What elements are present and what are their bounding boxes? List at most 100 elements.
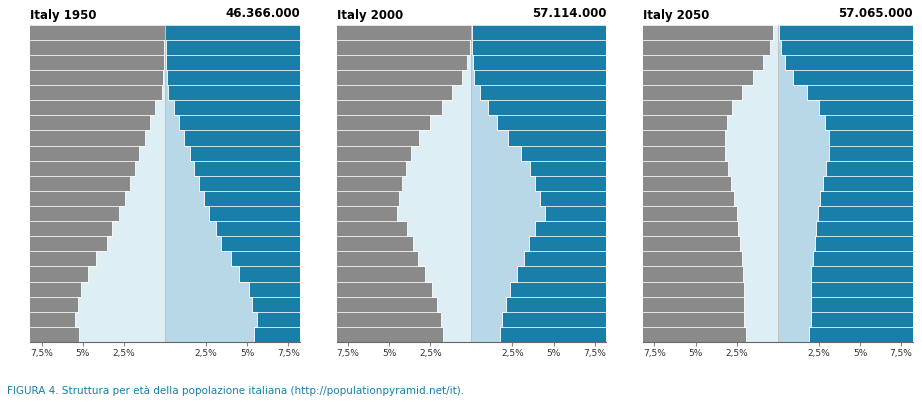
- Bar: [30, 251, 165, 266]
- Bar: [30, 146, 165, 161]
- Bar: [471, 146, 606, 161]
- Bar: [778, 40, 913, 55]
- Text: Italy 1950: Italy 1950: [30, 9, 97, 22]
- Bar: [30, 70, 165, 85]
- Bar: [337, 327, 471, 342]
- Bar: [643, 297, 778, 312]
- Bar: [337, 312, 471, 327]
- Bar: [30, 161, 165, 176]
- Bar: [643, 282, 778, 297]
- Bar: [165, 161, 300, 176]
- Bar: [30, 115, 165, 130]
- Bar: [337, 297, 471, 312]
- Bar: [778, 251, 913, 266]
- Bar: [165, 55, 300, 70]
- Bar: [778, 24, 913, 40]
- Bar: [30, 191, 165, 206]
- Bar: [471, 70, 606, 85]
- Bar: [337, 206, 471, 221]
- Bar: [778, 327, 913, 342]
- Bar: [643, 146, 778, 161]
- Bar: [778, 176, 913, 191]
- Bar: [337, 282, 471, 297]
- Bar: [165, 146, 300, 161]
- Bar: [471, 327, 606, 342]
- Bar: [471, 236, 606, 251]
- Bar: [30, 282, 165, 297]
- Text: Italy 2050: Italy 2050: [643, 9, 709, 22]
- Bar: [643, 191, 778, 206]
- Bar: [165, 221, 300, 236]
- Bar: [165, 266, 300, 282]
- Bar: [165, 24, 300, 40]
- Bar: [30, 266, 165, 282]
- Bar: [165, 70, 300, 85]
- Bar: [471, 251, 606, 266]
- Bar: [471, 266, 606, 282]
- Bar: [643, 161, 778, 176]
- Polygon shape: [75, 24, 165, 342]
- Bar: [643, 312, 778, 327]
- Bar: [337, 70, 471, 85]
- Bar: [643, 40, 778, 55]
- Bar: [337, 221, 471, 236]
- Bar: [337, 55, 471, 70]
- Bar: [337, 191, 471, 206]
- Bar: [778, 85, 913, 100]
- Bar: [165, 327, 300, 342]
- Text: Italy 2000: Italy 2000: [337, 9, 403, 22]
- Bar: [778, 55, 913, 70]
- Bar: [337, 100, 471, 115]
- Bar: [778, 266, 913, 282]
- Bar: [643, 266, 778, 282]
- Bar: [778, 312, 913, 327]
- Bar: [337, 236, 471, 251]
- Bar: [337, 251, 471, 266]
- Bar: [165, 236, 300, 251]
- Bar: [778, 297, 913, 312]
- Polygon shape: [726, 24, 778, 342]
- Bar: [778, 161, 913, 176]
- Bar: [30, 55, 165, 70]
- Bar: [30, 297, 165, 312]
- Bar: [337, 85, 471, 100]
- Bar: [165, 297, 300, 312]
- Bar: [30, 206, 165, 221]
- Bar: [165, 130, 300, 146]
- Bar: [30, 130, 165, 146]
- Bar: [471, 176, 606, 191]
- Bar: [471, 130, 606, 146]
- Bar: [643, 115, 778, 130]
- Bar: [471, 297, 606, 312]
- Bar: [778, 206, 913, 221]
- Bar: [643, 221, 778, 236]
- Bar: [471, 55, 606, 70]
- Bar: [778, 146, 913, 161]
- Bar: [778, 115, 913, 130]
- Bar: [778, 236, 913, 251]
- Bar: [643, 24, 778, 40]
- Bar: [337, 40, 471, 55]
- Bar: [471, 85, 606, 100]
- Bar: [643, 327, 778, 342]
- Bar: [643, 100, 778, 115]
- Bar: [165, 191, 300, 206]
- Text: 57.065.000: 57.065.000: [838, 7, 913, 20]
- Polygon shape: [778, 24, 829, 342]
- Bar: [471, 40, 606, 55]
- Bar: [643, 70, 778, 85]
- Bar: [643, 176, 778, 191]
- Bar: [643, 251, 778, 266]
- Polygon shape: [471, 24, 545, 342]
- Bar: [165, 100, 300, 115]
- Bar: [165, 206, 300, 221]
- Bar: [471, 100, 606, 115]
- Bar: [643, 130, 778, 146]
- Bar: [30, 176, 165, 191]
- Text: 46.366.000: 46.366.000: [225, 7, 300, 20]
- Bar: [471, 206, 606, 221]
- Bar: [471, 24, 606, 40]
- Bar: [778, 282, 913, 297]
- Bar: [643, 85, 778, 100]
- Bar: [778, 191, 913, 206]
